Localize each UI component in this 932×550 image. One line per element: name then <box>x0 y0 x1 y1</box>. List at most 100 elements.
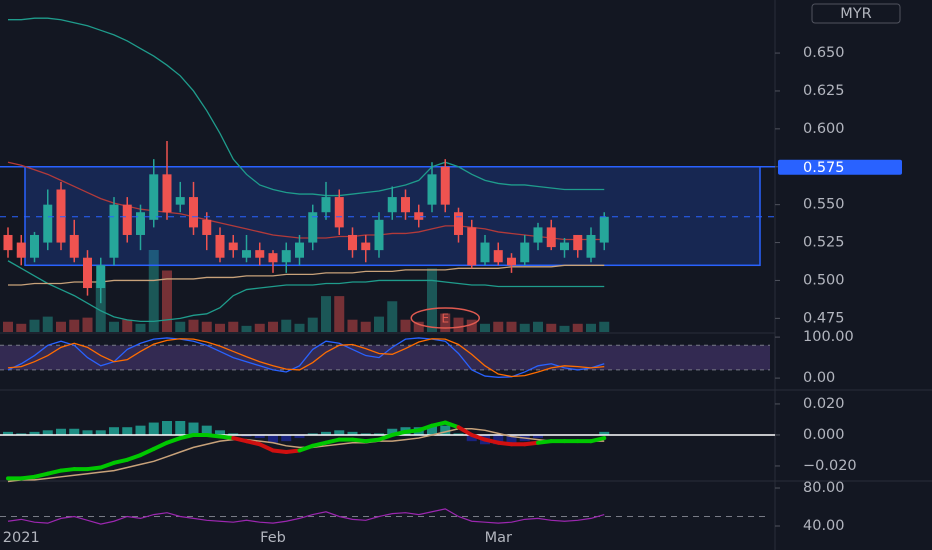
earnings-marker <box>410 307 480 329</box>
volume-bar <box>228 321 239 332</box>
candle-body <box>427 174 437 205</box>
volume-bar <box>254 323 265 332</box>
candle-body <box>546 227 556 248</box>
volume-bar <box>82 317 93 332</box>
macd-line <box>496 440 514 447</box>
candle-body <box>109 204 119 258</box>
candle-body <box>361 242 371 251</box>
macd-line <box>112 457 130 465</box>
volume-bar <box>413 321 424 332</box>
macd-line <box>59 467 77 473</box>
currency-label[interactable]: MYR <box>840 6 871 22</box>
volume-bar <box>69 319 80 332</box>
candle-body <box>401 197 410 213</box>
y-tick-label: −0.020 <box>803 458 857 474</box>
y-tick-label: 0.525 <box>803 235 845 251</box>
candle-body <box>414 212 424 220</box>
volume-bar <box>29 319 40 332</box>
candle-body <box>83 257 92 289</box>
candle-body <box>520 242 530 263</box>
macd-histogram <box>16 433 27 435</box>
macd-histogram <box>228 433 239 435</box>
volume-bar <box>42 316 53 332</box>
macd-line <box>204 432 222 439</box>
candle-body <box>215 234 225 258</box>
candle-body <box>281 250 291 263</box>
volume-bar <box>546 323 557 332</box>
candle-body <box>599 216 609 243</box>
volume-bar <box>16 323 27 332</box>
macd-histogram <box>109 427 119 435</box>
y-tick-label: 100.00 <box>803 329 854 345</box>
macd-line <box>416 423 434 433</box>
price-label: 0.575 <box>803 160 845 176</box>
macd-histogram <box>215 430 225 435</box>
volume-bar <box>3 321 13 332</box>
macd-line <box>244 439 262 447</box>
volume-bar <box>374 316 384 332</box>
volume-bar <box>572 323 583 332</box>
volume-bar <box>440 313 451 332</box>
candle-body <box>586 234 596 258</box>
macd-line <box>469 432 487 442</box>
macd-line <box>377 432 395 442</box>
volume-bar <box>360 321 371 332</box>
candle-body <box>493 250 503 263</box>
macd-line <box>218 434 236 441</box>
price-label-box <box>778 159 902 175</box>
candle-body <box>189 197 198 228</box>
macd-line <box>297 443 315 453</box>
candle-body <box>308 212 318 243</box>
candle-body <box>480 242 490 263</box>
macd-line <box>271 448 289 455</box>
candle-body <box>96 265 106 289</box>
overlay-line <box>8 17 605 197</box>
macd-histogram <box>148 422 159 435</box>
x-tick-label: Feb <box>260 530 286 546</box>
candle-body <box>175 197 185 205</box>
candle-body <box>560 242 569 251</box>
macd-histogram <box>281 434 292 442</box>
volume-bar <box>215 323 225 332</box>
volume-bar <box>122 319 133 332</box>
candle-body <box>3 234 13 251</box>
y-tick-label: 0.00 <box>803 370 835 386</box>
macd-line <box>522 440 540 447</box>
candle-body <box>30 234 39 258</box>
macd-line <box>403 428 421 434</box>
macd-histogram <box>321 431 331 435</box>
macd-histogram <box>453 433 464 435</box>
macd-line <box>85 465 103 472</box>
volume-bar <box>109 321 119 332</box>
candle-body <box>387 197 397 213</box>
macd-line <box>257 442 275 453</box>
rsi-line <box>7 508 605 525</box>
currency-box[interactable] <box>811 3 901 24</box>
volume-bar <box>294 323 305 332</box>
candle-body <box>348 234 357 251</box>
macd-histogram <box>241 434 252 437</box>
macd-histogram <box>175 421 186 435</box>
volume-bar <box>453 317 464 332</box>
candle-body <box>122 204 132 235</box>
macd-line <box>430 420 448 428</box>
volume-bar <box>599 321 610 332</box>
macd-histogram <box>466 434 477 442</box>
macd-histogram <box>201 425 212 435</box>
macd-line <box>456 425 474 437</box>
candle-body <box>334 197 344 228</box>
macd-line <box>390 429 408 437</box>
stoch-line <box>7 337 605 378</box>
candle-body <box>69 234 79 258</box>
macd-line <box>483 437 501 445</box>
volume-bar <box>321 296 331 332</box>
macd-histogram <box>82 430 93 435</box>
volume-bar <box>241 325 252 332</box>
macd-line <box>324 437 342 445</box>
volume-bar <box>506 321 517 332</box>
volume-bar <box>466 319 477 332</box>
macd-line <box>310 440 328 448</box>
stoch-band <box>0 345 770 370</box>
macd-histogram <box>599 431 610 435</box>
macd-histogram <box>347 431 358 435</box>
